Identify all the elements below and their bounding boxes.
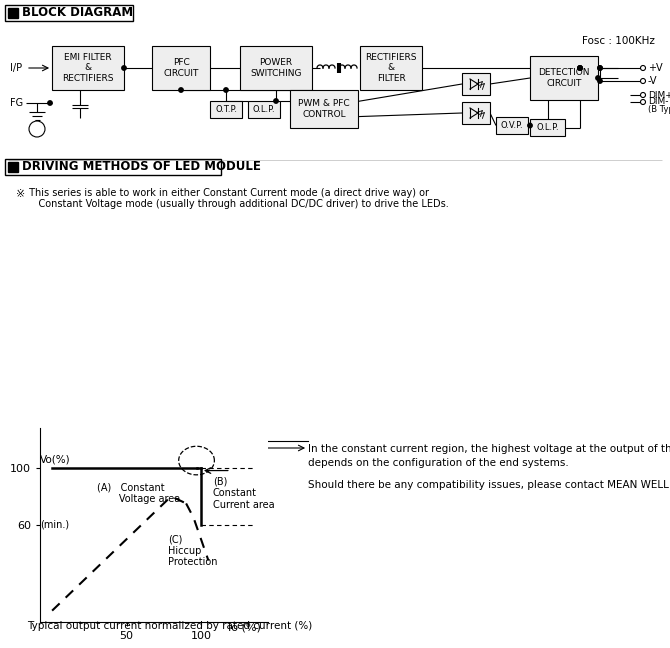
Text: Should there be any compatibility issues, please contact MEAN WELL.: Should there be any compatibility issues…	[308, 480, 670, 489]
Circle shape	[122, 66, 126, 70]
Text: FG: FG	[10, 98, 23, 108]
Circle shape	[598, 79, 602, 83]
Text: In the constant current region, the highest voltage at the output of the driver: In the constant current region, the high…	[308, 444, 670, 454]
Bar	[5, 159, 221, 175]
Text: +V: +V	[648, 63, 663, 73]
Text: O.V.P.: O.V.P.	[500, 121, 523, 130]
Text: O.L.P.: O.L.P.	[536, 123, 559, 132]
Text: This series is able to work in either Constant Current mode (a direct drive way): This series is able to work in either Co…	[26, 188, 429, 198]
Circle shape	[641, 78, 645, 84]
Bar	[8, 8, 18, 18]
Text: Vo(%): Vo(%)	[40, 455, 71, 465]
Text: (min.): (min.)	[40, 520, 69, 530]
Circle shape	[578, 66, 582, 70]
Bar	[462, 102, 490, 124]
Text: EMI FILTER
&
RECTIFIERS: EMI FILTER & RECTIFIERS	[62, 53, 114, 83]
Bar	[152, 46, 210, 90]
Text: RECTIFIERS
&
FILTER: RECTIFIERS & FILTER	[365, 53, 417, 83]
Bar	[52, 46, 124, 90]
Text: (A)   Constant
       Voltage area: (A) Constant Voltage area	[96, 483, 180, 504]
Text: O.L.P.: O.L.P.	[253, 105, 275, 114]
Bar	[210, 101, 242, 118]
Bar	[530, 56, 598, 100]
Bar	[5, 5, 133, 21]
Circle shape	[179, 87, 183, 92]
Text: Typical output current normalized by rated current (%): Typical output current normalized by rat…	[27, 621, 312, 631]
Text: DIM+: DIM+	[648, 91, 670, 100]
Bar	[240, 46, 312, 90]
Bar	[360, 46, 422, 90]
Circle shape	[48, 101, 52, 105]
Text: Fosc : 100KHz: Fosc : 100KHz	[582, 36, 655, 46]
Text: DETECTION
CIRCUIT: DETECTION CIRCUIT	[538, 68, 590, 87]
Circle shape	[224, 87, 228, 92]
Circle shape	[29, 121, 45, 137]
Circle shape	[274, 98, 278, 103]
Text: PFC
CIRCUIT: PFC CIRCUIT	[163, 58, 199, 78]
Bar	[462, 73, 490, 95]
Bar	[496, 117, 528, 134]
Text: Constant Voltage mode (usually through additional DC/DC driver) to drive the LED: Constant Voltage mode (usually through a…	[26, 199, 449, 209]
Bar	[290, 90, 358, 128]
Text: (B Type): (B Type)	[648, 104, 670, 113]
Circle shape	[578, 66, 582, 70]
Bar	[530, 119, 565, 136]
Text: O.T.P.: O.T.P.	[215, 105, 237, 114]
Text: Io (%): Io (%)	[228, 622, 261, 632]
Text: BLOCK DIAGRAM: BLOCK DIAGRAM	[22, 6, 133, 19]
Text: -V: -V	[648, 76, 657, 86]
Text: I/P: I/P	[10, 63, 22, 73]
Text: DIM-: DIM-	[648, 97, 669, 106]
Circle shape	[641, 93, 645, 97]
Text: PWM & PFC
CONTROL: PWM & PFC CONTROL	[298, 99, 350, 119]
Text: DRIVING METHODS OF LED MODULE: DRIVING METHODS OF LED MODULE	[22, 161, 261, 174]
Circle shape	[578, 66, 582, 70]
Circle shape	[598, 66, 602, 70]
Circle shape	[641, 65, 645, 71]
Circle shape	[528, 123, 532, 128]
Text: POWER
SWITCHING: POWER SWITCHING	[251, 58, 302, 78]
Bar	[8, 162, 18, 172]
Text: (B)
Constant
Current area: (B) Constant Current area	[213, 477, 275, 510]
Circle shape	[641, 100, 645, 104]
Text: depends on the configuration of the end systems.: depends on the configuration of the end …	[308, 458, 569, 468]
Bar	[248, 101, 280, 118]
Circle shape	[596, 76, 600, 80]
Circle shape	[598, 66, 602, 70]
Text: (C)
Hiccup
Protection: (C) Hiccup Protection	[168, 534, 218, 567]
Text: ※: ※	[16, 189, 25, 199]
